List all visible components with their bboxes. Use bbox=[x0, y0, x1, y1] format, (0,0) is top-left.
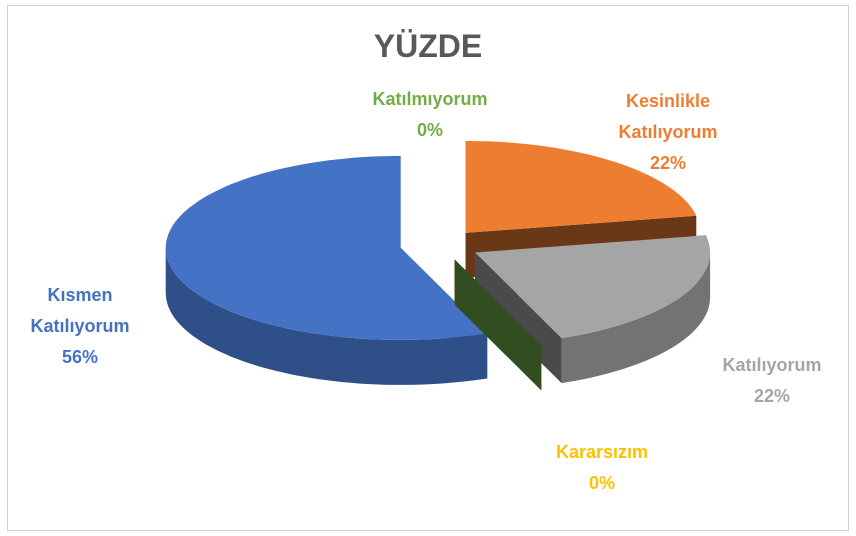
label-name: Kesinlikle Katılıyorum bbox=[618, 91, 718, 142]
data-label: Katılmıyorum 0% bbox=[355, 84, 505, 146]
label-value: 0% bbox=[588, 473, 615, 493]
data-label: Katılıyorum 22% bbox=[697, 350, 847, 412]
slice-side bbox=[561, 252, 711, 384]
label-name: Kararsızım bbox=[555, 442, 649, 462]
slice bbox=[465, 140, 697, 233]
label-name: Katılmıyorum bbox=[372, 89, 488, 109]
label-name: Kısmen Katılıyorum bbox=[30, 285, 130, 336]
label-value: 56% bbox=[61, 347, 99, 367]
slice bbox=[475, 235, 710, 339]
label-value: 22% bbox=[753, 386, 791, 406]
label-value: 22% bbox=[649, 153, 687, 173]
data-label: Kısmen Katılıyorum 56% bbox=[5, 280, 155, 373]
data-label: Kararsızım 0% bbox=[527, 437, 677, 499]
chart-title: YÜZDE bbox=[373, 28, 483, 64]
label-value: 0% bbox=[416, 120, 443, 140]
data-label: Kesinlikle Katılıyorum 22% bbox=[593, 86, 743, 179]
slice-side bbox=[165, 247, 488, 385]
slice bbox=[165, 155, 488, 340]
label-name: Katılıyorum bbox=[722, 355, 822, 375]
slice-wall bbox=[454, 259, 542, 391]
